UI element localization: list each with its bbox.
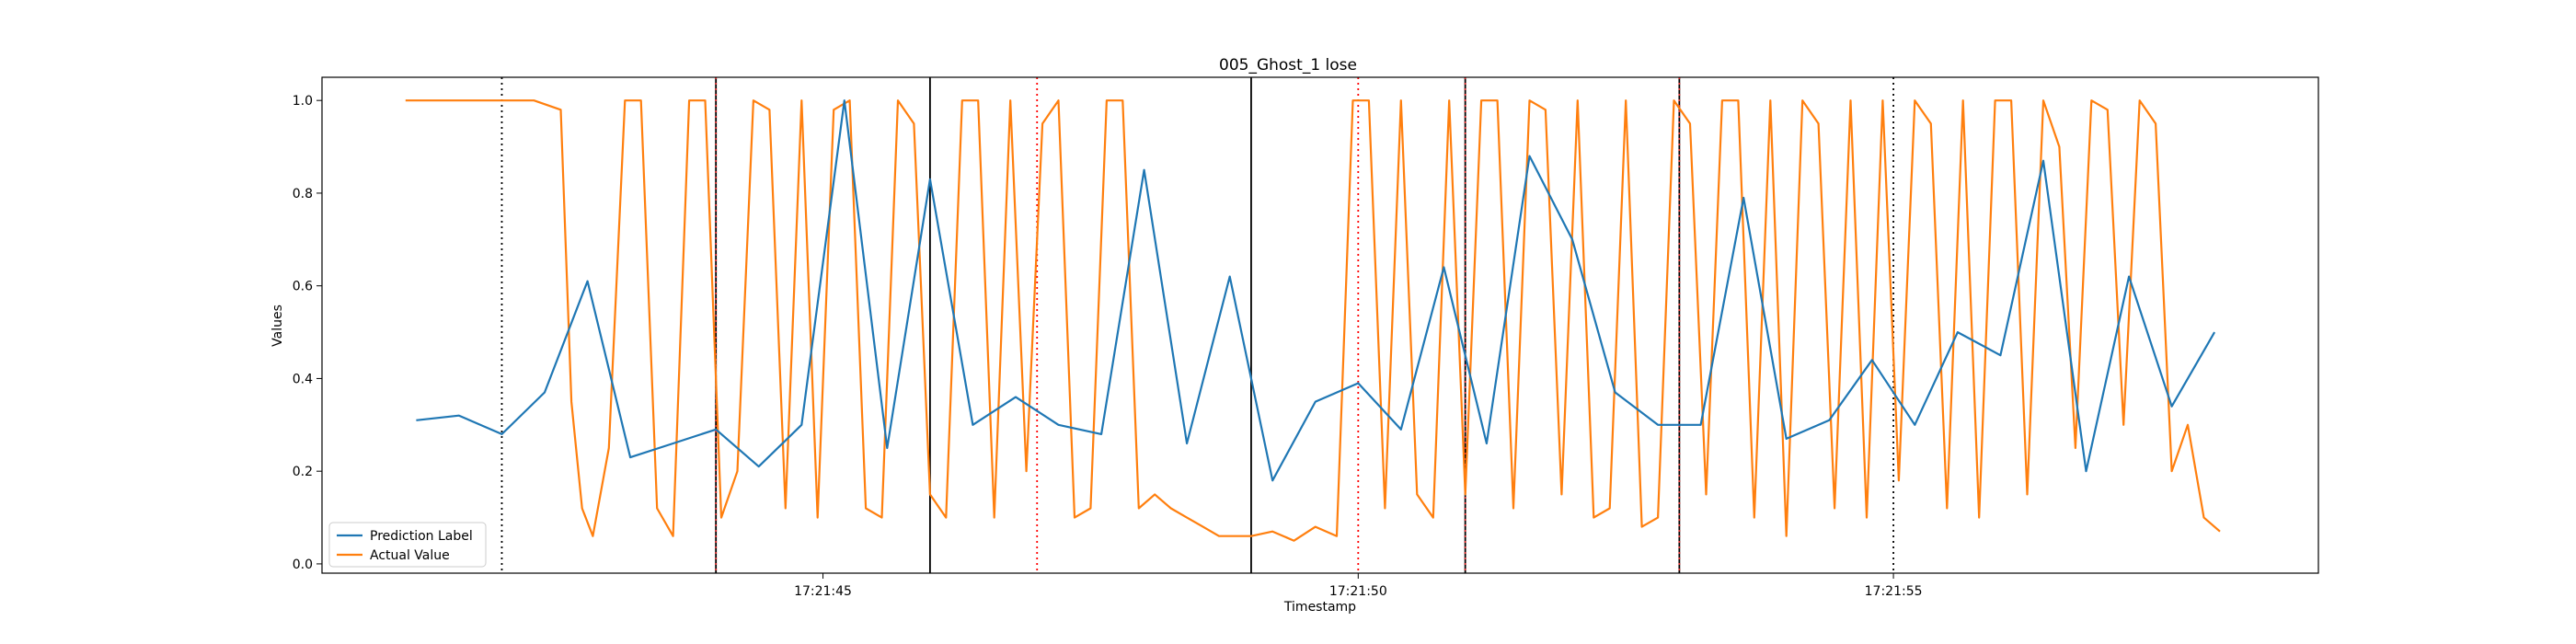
y-tick-label: 0.4 (293, 372, 313, 386)
plot-frame (321, 76, 2319, 574)
legend-label-prediction-label: Prediction Label (370, 529, 473, 544)
series-line-actual-value (405, 99, 2221, 542)
series-line-prediction-label (416, 99, 2216, 482)
legend-box (328, 522, 487, 568)
chart-title: 005_Ghost_1 lose (1219, 56, 1357, 75)
series-lines (405, 99, 2221, 542)
x-axis-ticks: 17:21:45 17:21:50 17:21:55 (794, 573, 1923, 599)
legend-label-actual-value: Actual Value (370, 548, 450, 563)
x-axis-label: Timestamp (1283, 600, 1356, 615)
y-axis-label: Values (270, 305, 285, 347)
legend: Prediction Label Actual Value (328, 522, 487, 568)
y-axis-ticks: 0.0 0.2 0.4 0.6 0.8 1.0 (293, 94, 322, 572)
y-tick-label: 0.2 (293, 465, 313, 479)
y-tick-label: 0.8 (293, 187, 313, 201)
vertical-markers (500, 77, 1894, 573)
x-tick-label: 17:21:50 (1329, 584, 1387, 599)
y-tick-label: 0.0 (293, 558, 313, 572)
x-tick-label: 17:21:55 (1865, 584, 1923, 599)
y-tick-label: 1.0 (293, 94, 313, 109)
y-tick-label: 0.6 (293, 280, 313, 294)
x-tick-label: 17:21:45 (794, 584, 852, 599)
